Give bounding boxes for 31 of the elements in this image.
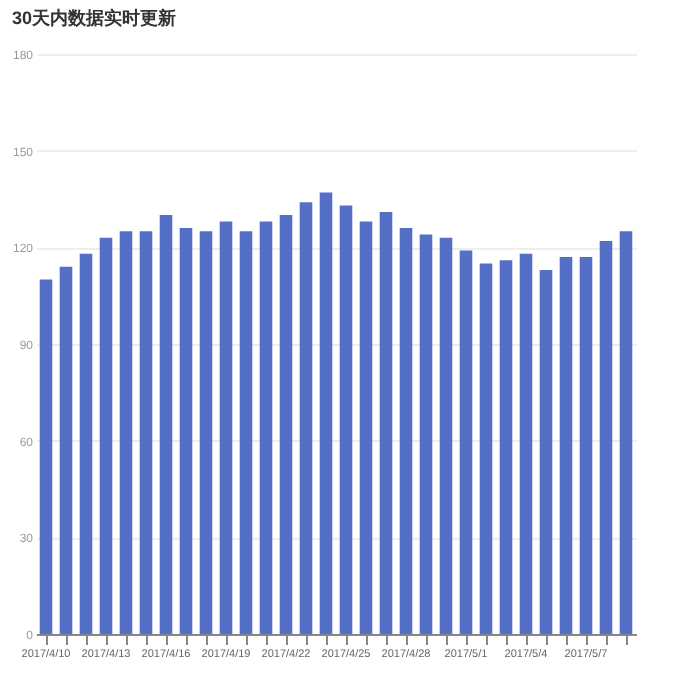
bar <box>319 192 333 634</box>
bar <box>619 231 633 634</box>
bar <box>39 279 53 634</box>
bar <box>259 221 273 634</box>
bar <box>579 257 593 634</box>
bar <box>599 240 613 634</box>
bar <box>359 221 373 634</box>
bar <box>439 237 453 634</box>
bar <box>99 237 113 634</box>
bar <box>219 221 233 634</box>
bar <box>419 234 433 634</box>
bar <box>339 205 353 634</box>
bar <box>279 215 293 634</box>
bar <box>59 266 73 634</box>
bar <box>539 269 553 634</box>
bar <box>459 250 473 634</box>
bar <box>239 231 253 634</box>
bar <box>159 215 173 634</box>
bar <box>559 257 573 634</box>
bar <box>519 253 533 634</box>
bar <box>399 228 413 634</box>
bar <box>499 260 513 634</box>
bar <box>299 202 313 634</box>
bar <box>179 228 193 634</box>
bar <box>479 263 493 634</box>
chart-title: 30天内数据实时更新 <box>11 8 177 28</box>
bar <box>379 211 393 634</box>
bar <box>199 231 213 634</box>
bar <box>79 253 93 634</box>
bar <box>139 231 153 634</box>
bar <box>119 231 133 634</box>
